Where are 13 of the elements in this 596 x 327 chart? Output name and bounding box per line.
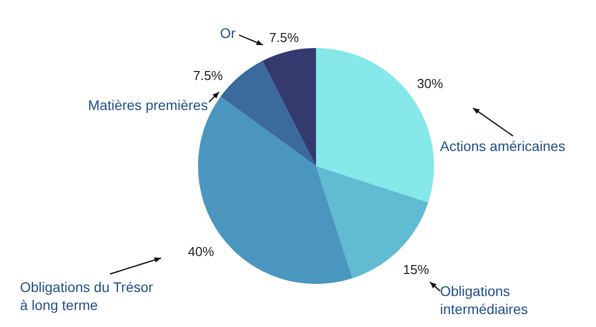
slice-label: Actions américaines [440, 138, 566, 154]
pie-slice [316, 166, 428, 278]
slice-label: Matières premières [88, 97, 208, 113]
slice-label: Obligations du Trésor à long terme [20, 279, 154, 313]
slice-label: Obligations intermédiaires [440, 283, 528, 317]
slice-label: Or [220, 25, 236, 41]
data-label: 7.5% [269, 30, 300, 45]
data-label: 40% [188, 244, 214, 259]
data-label: 7.5% [193, 68, 224, 83]
data-label: 30% [416, 76, 444, 91]
pie-slice [220, 60, 316, 166]
data-label: 15% [402, 262, 430, 277]
pie-slice [262, 48, 316, 166]
